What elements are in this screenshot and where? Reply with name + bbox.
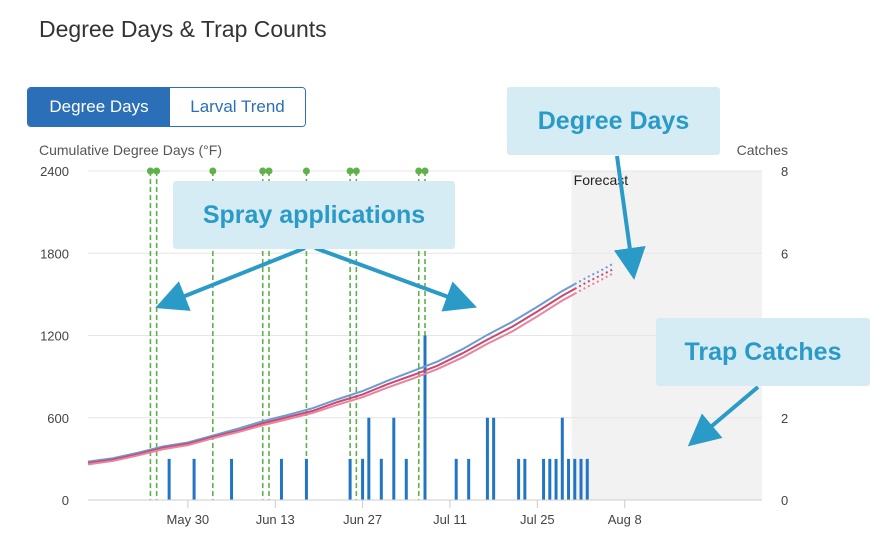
catch-bar [567,458,571,500]
catch-bar [560,417,564,500]
spray-marker [415,167,423,175]
degree-day-line [87,288,576,464]
spray-marker [259,167,267,175]
view-toggle: Degree Days Larval Trend [27,87,306,127]
catch-bar [279,458,283,500]
degree-days-callout: Degree Days [507,87,720,155]
degree-day-series [87,263,613,466]
catch-bar [573,458,577,500]
catch-bar [517,458,521,500]
spray-marker [421,167,429,175]
degree-days-tab[interactable]: Degree Days [28,88,170,126]
y-axis-left-label: Cumulative Degree Days (°F) [39,142,222,158]
degree-day-forecast-line [574,268,613,290]
callout-arrow [314,246,478,312]
x-tick-label: May 30 [167,512,210,527]
y-right-tick-label: 6 [781,246,788,261]
catch-bar [167,458,171,500]
y-left-tick-label: 1200 [40,329,69,344]
spray-marker [153,167,161,175]
callout-arrow [613,155,646,280]
spray-marker [352,167,360,175]
callout-arrow [155,246,306,311]
y-right-tick-label: 2 [781,411,788,426]
catch-bar [523,458,527,500]
y-left-tick-label: 2400 [40,164,69,179]
catch-bars [167,335,589,500]
x-tick-label: Jun 13 [256,512,295,527]
spray-marker [302,167,310,175]
degree-day-line [87,292,576,466]
catch-bar [304,458,308,500]
catch-bar [585,458,589,500]
y-axis-right-label: Catches [737,142,788,158]
catch-bar [485,417,489,500]
trap-catches-callout: Trap Catches [656,318,870,386]
callout-arrow [687,385,760,447]
catch-bar [379,458,383,500]
x-tick-label: Jul 25 [520,512,555,527]
catch-bar [192,458,196,500]
catch-bar [404,458,408,500]
catch-bar [548,458,552,500]
y-right-tick-label: 0 [781,493,788,508]
spray-applications-callout: Spray applications [173,181,455,249]
x-tick-label: Aug 8 [608,512,642,527]
catch-bar [392,417,396,500]
spray-lines [146,167,429,500]
catch-bar [367,417,371,500]
spray-marker [146,167,154,175]
catch-bar [467,458,471,500]
spray-marker [209,167,217,175]
degree-day-line [87,283,576,463]
degree-day-forecast-line [574,263,613,285]
catch-bar [423,335,427,500]
page-title: Degree Days & Trap Counts [39,16,327,42]
spray-marker [265,167,273,175]
x-tick-label: Jun 27 [343,512,382,527]
y-left-tick-label: 600 [47,411,69,426]
catch-bar [542,458,546,500]
callout-arrows [155,155,760,447]
x-tick-label: Jul 11 [433,512,467,527]
degree-day-forecast-line [574,272,613,295]
y-right-tick-label: 8 [781,164,788,179]
forecast-label: Forecast [574,172,629,188]
catch-bar [230,458,234,500]
spray-marker [346,167,354,175]
y-left-tick-label: 1800 [40,246,69,261]
catch-bar [579,458,583,500]
catch-bar [361,458,365,500]
larval-trend-tab[interactable]: Larval Trend [170,88,305,126]
catch-bar [554,458,558,500]
catch-bar [348,458,352,500]
y-left-tick-label: 0 [62,493,69,508]
catch-bar [454,458,458,500]
catch-bar [492,417,496,500]
